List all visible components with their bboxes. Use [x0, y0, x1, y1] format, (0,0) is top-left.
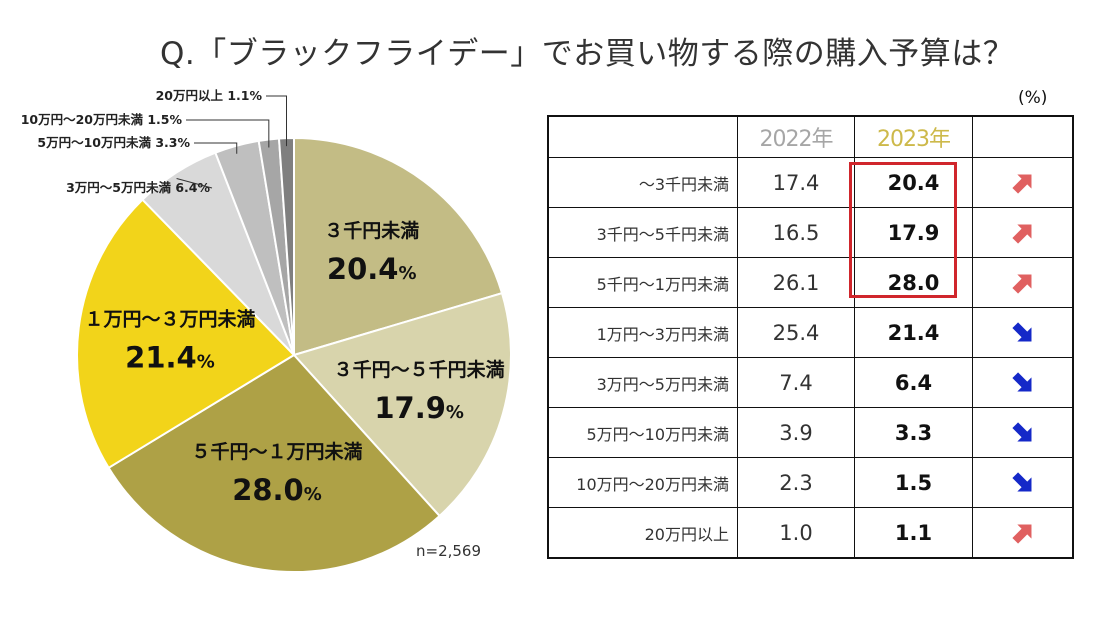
value-2022: 17.4: [737, 157, 855, 208]
value-2022: 16.5: [737, 207, 855, 258]
trend-down-icon: [1011, 421, 1031, 441]
trend-down-icon: [1011, 471, 1031, 491]
trend-cell: [972, 507, 1074, 559]
callout-leader-line: [176, 178, 213, 189]
callout-label: 10万円～20万円未満 1.5%: [21, 112, 183, 127]
value-2022: 26.1: [737, 257, 855, 308]
callout-label: 20万円以上 1.1%: [156, 88, 263, 103]
trend-down-icon: [1011, 321, 1031, 341]
slice-label-name: ５千円～１万円未満: [191, 440, 362, 463]
unit-label: (%): [1018, 88, 1048, 108]
table-row: 20万円以上 1.0 1.1: [547, 507, 1074, 559]
trend-up-icon: [1011, 524, 1031, 544]
table-row: 3万円～5万円未満 7.4 6.4: [547, 357, 1074, 408]
row-label: 1万円～3万円未満: [547, 307, 738, 358]
pie-chart: ３千円未満 20.4% ３千円～５千円未満 17.9% ５千円～１万円未満 28.0% １万…: [21, 88, 512, 573]
table-row: ～3千円未満 17.4 20.4: [547, 157, 1074, 208]
table-row: 1万円～3万円未満 25.4 21.4: [547, 307, 1074, 358]
page-title: Q.「ブラックフライデー」でお買い物する際の購入予算は？: [160, 36, 1015, 72]
trend-cell: [972, 407, 1074, 458]
slice-label-value: 28.0%: [232, 473, 322, 507]
slice-label-value: 20.4%: [327, 252, 417, 286]
row-label: 5万円～10万円未満: [547, 407, 738, 458]
slice-label-value: 21.4%: [125, 340, 215, 374]
row-label: 3万円～5万円未満: [547, 357, 738, 408]
table-row: 3千円～5千円未満 16.5 17.9: [547, 207, 1074, 258]
trend-cell: [972, 357, 1074, 408]
trend-cell: [972, 157, 1074, 208]
value-2022: 2.3: [737, 457, 855, 508]
value-2023: 20.4: [854, 157, 973, 208]
callout-label: 3万円～5万円未満 6.4%: [66, 180, 210, 195]
slice-label-name: ３千円～５千円未満: [334, 358, 505, 381]
callout-leader-line: [194, 142, 238, 154]
value-2022: 7.4: [737, 357, 855, 408]
highlight-box: [849, 162, 957, 298]
value-2023: 1.5: [854, 457, 973, 508]
trend-down-icon: [1011, 371, 1031, 391]
slice-label-name: １万円～３万円未満: [84, 307, 255, 330]
sample-size: n=2,569: [416, 542, 482, 560]
callout-label: 5万円～10万円未満 3.3%: [37, 135, 190, 150]
callout-leader-line: [186, 119, 270, 148]
value-2022: 25.4: [737, 307, 855, 358]
row-label: ～3千円未満: [547, 157, 738, 208]
value-2023: 6.4: [854, 357, 973, 408]
row-label: 10万円～20万円未満: [547, 457, 738, 508]
table-header-row: 2022年 2023年: [547, 115, 1074, 158]
value-2023: 1.1: [854, 507, 973, 559]
pie-slice-3: [107, 353, 441, 573]
slice-label-name: ３千円未満: [324, 219, 419, 242]
row-label: 3千円～5千円未満: [547, 207, 738, 258]
table-row: 5万円～10万円未満 3.9 3.3: [547, 407, 1074, 458]
trend-cell: [972, 257, 1074, 308]
pie-slice-1: [293, 136, 504, 357]
trend-cell: [972, 457, 1074, 508]
header-2022: 2022年: [737, 115, 855, 158]
value-2023: 3.3: [854, 407, 973, 458]
trend-up-icon: [1011, 274, 1031, 294]
row-label: 5千円～1万円未満: [547, 257, 738, 308]
header-trend: [972, 115, 1074, 158]
callout-leader-line: [266, 95, 288, 147]
comparison-table: 2022年 2023年 ～3千円未満 17.4 20.4 3千円～5千円未満 16.5 1…: [547, 115, 1074, 559]
value-2022: 1.0: [737, 507, 855, 559]
header-2023: 2023年: [854, 115, 973, 158]
table-row: 10万円～20万円未満 2.3 1.5: [547, 457, 1074, 508]
trend-up-icon: [1011, 224, 1031, 244]
value-2023: 21.4: [854, 307, 973, 358]
pie-slice-2: [292, 291, 512, 518]
trend-up-icon: [1011, 174, 1031, 194]
trend-cell: [972, 207, 1074, 258]
trend-cell: [972, 307, 1074, 358]
header-blank: [547, 115, 738, 158]
table-row: 5千円～1万円未満 26.1 28.0: [547, 257, 1074, 308]
value-2022: 3.9: [737, 407, 855, 458]
pie-slice-4: [76, 198, 296, 470]
slice-label-value: 17.9%: [374, 391, 464, 425]
value-2023: 17.9: [854, 207, 973, 258]
row-label: 20万円以上: [547, 507, 738, 559]
